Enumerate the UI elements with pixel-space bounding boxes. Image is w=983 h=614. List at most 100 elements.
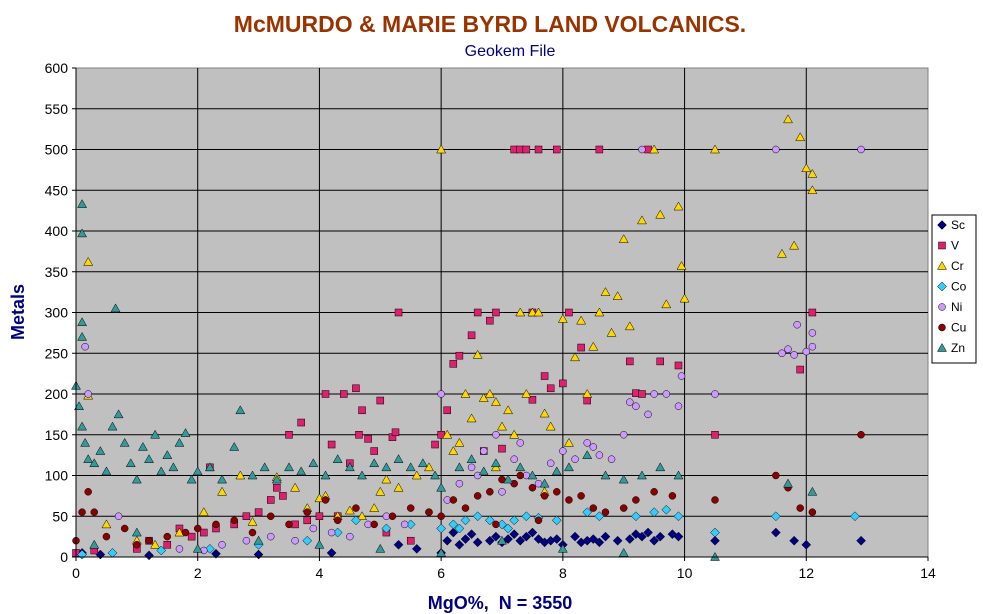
data-point-zn xyxy=(807,486,818,496)
data-point-cu xyxy=(370,520,378,529)
data-point-cu xyxy=(120,524,129,533)
data-point-cr xyxy=(83,256,94,266)
data-points xyxy=(71,114,866,561)
data-point-v xyxy=(297,418,305,427)
data-point-v xyxy=(449,360,458,368)
data-point-sc xyxy=(771,527,781,538)
data-point-cu xyxy=(321,496,330,504)
data-point-cr xyxy=(369,503,380,512)
data-point-zn xyxy=(393,454,404,463)
data-point-ni xyxy=(309,524,318,533)
data-point-v xyxy=(553,145,561,154)
x-tick-label: 4 xyxy=(316,565,324,581)
data-point-v xyxy=(565,308,573,317)
data-point-ni xyxy=(498,488,506,496)
data-point-v xyxy=(431,440,439,449)
data-point-v xyxy=(711,431,719,439)
data-point-co xyxy=(771,511,781,522)
data-point-v xyxy=(486,316,494,325)
data-point-cu xyxy=(461,504,470,512)
data-point-sc xyxy=(454,539,465,550)
series-ni xyxy=(81,145,865,555)
data-point-co xyxy=(351,515,361,526)
data-point-cr xyxy=(807,185,818,194)
data-point-zn xyxy=(162,450,173,459)
data-point-cu xyxy=(212,520,220,529)
data-point-v xyxy=(522,145,531,154)
data-point-cr xyxy=(150,539,161,549)
legend-label-v: V xyxy=(951,239,959,253)
data-point-v xyxy=(391,428,400,437)
data-point-sc xyxy=(491,531,501,542)
data-point-zn xyxy=(89,458,100,468)
data-point-co xyxy=(484,515,495,526)
data-point-zn xyxy=(637,470,647,480)
data-point-v xyxy=(796,365,804,374)
data-point-ni xyxy=(242,536,251,545)
data-point-co xyxy=(460,515,471,526)
data-point-zn xyxy=(655,462,666,472)
data-point-cr xyxy=(570,352,580,362)
data-point-sc xyxy=(393,539,404,550)
data-point-sc xyxy=(649,535,659,546)
data-point-cr xyxy=(454,437,465,447)
data-point-cu xyxy=(619,504,628,512)
data-point-cr xyxy=(801,163,812,172)
data-point-ni xyxy=(589,443,598,451)
chart-subtitle: Geokem File xyxy=(465,43,556,60)
data-point-cu xyxy=(133,541,141,549)
data-point-sc xyxy=(637,531,647,542)
data-point-cr xyxy=(582,388,593,398)
data-point-zn xyxy=(113,409,124,419)
legend-label-co: Co xyxy=(951,280,967,294)
data-point-cu xyxy=(285,520,293,529)
data-point-zn xyxy=(564,462,574,472)
data-point-zn xyxy=(138,441,148,451)
data-point-cr xyxy=(637,215,647,225)
data-point-zn xyxy=(375,543,386,553)
data-point-cr xyxy=(795,132,806,142)
data-point-sc xyxy=(856,535,866,546)
data-point-cu xyxy=(486,488,494,496)
data-point-sc xyxy=(600,531,611,542)
data-point-sc xyxy=(527,527,538,538)
data-point-zn xyxy=(417,458,428,468)
data-point-zn xyxy=(110,303,121,313)
data-point-v xyxy=(638,390,646,398)
data-point-cu xyxy=(181,528,190,537)
data-point-zn xyxy=(497,535,507,545)
x-axis-ticks: 0 2 4 6 8 10 12 14 xyxy=(72,557,936,581)
data-point-ni xyxy=(583,439,591,447)
data-point-cr xyxy=(290,482,301,492)
data-point-v xyxy=(340,390,348,398)
data-point-ni xyxy=(516,439,525,447)
data-point-zn xyxy=(77,331,88,341)
series-co xyxy=(77,504,860,560)
data-point-co xyxy=(302,535,313,546)
data-point-zn xyxy=(74,401,84,410)
y-tick-label: 250 xyxy=(45,345,69,361)
data-point-cr xyxy=(247,516,258,526)
data-point-zn xyxy=(478,466,489,476)
data-point-v xyxy=(352,384,360,393)
data-point-v xyxy=(455,351,464,360)
data-point-cu xyxy=(808,508,817,516)
data-point-cr xyxy=(807,168,818,178)
data-point-cr xyxy=(448,446,459,455)
y-tick-label: 50 xyxy=(52,508,68,524)
data-point-zn xyxy=(253,535,264,545)
data-point-v xyxy=(473,308,482,317)
y-tick-label: 350 xyxy=(45,264,69,280)
data-point-ni xyxy=(455,479,464,488)
data-point-cr xyxy=(393,482,404,492)
data-point-cu xyxy=(589,504,598,512)
data-point-cu xyxy=(78,508,86,516)
data-point-cr xyxy=(460,388,471,398)
y-tick-label: 550 xyxy=(45,101,69,117)
data-point-cu xyxy=(449,496,458,504)
data-point-zn xyxy=(527,470,538,480)
data-point-zn xyxy=(332,454,343,463)
data-point-cu xyxy=(84,488,92,496)
data-point-cr xyxy=(442,429,453,439)
data-point-cu xyxy=(145,536,153,545)
